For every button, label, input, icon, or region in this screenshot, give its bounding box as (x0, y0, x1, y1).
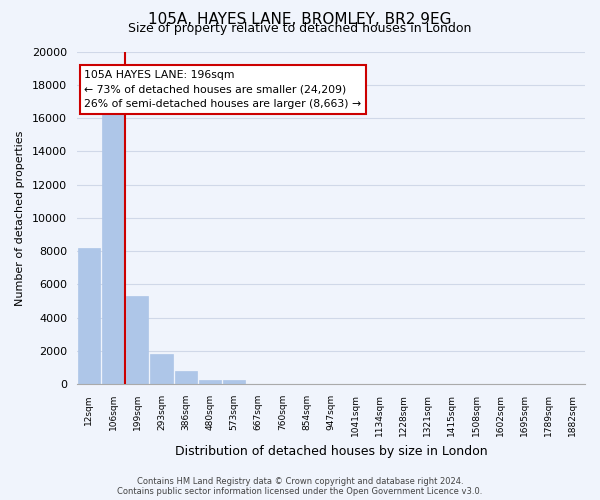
Text: 105A, HAYES LANE, BROMLEY, BR2 9EG: 105A, HAYES LANE, BROMLEY, BR2 9EG (148, 12, 452, 26)
Bar (151, 354, 173, 384)
Text: 105A HAYES LANE: 196sqm
← 73% of detached houses are smaller (24,209)
26% of sem: 105A HAYES LANE: 196sqm ← 73% of detache… (85, 70, 362, 110)
Bar (102, 108, 124, 384)
Y-axis label: Number of detached properties: Number of detached properties (15, 130, 25, 306)
Bar (175, 371, 197, 384)
Text: Contains HM Land Registry data © Crown copyright and database right 2024.
Contai: Contains HM Land Registry data © Crown c… (118, 476, 482, 496)
Bar (78, 248, 100, 384)
Bar (223, 380, 245, 384)
Bar (126, 296, 148, 384)
Bar (199, 380, 221, 384)
X-axis label: Distribution of detached houses by size in London: Distribution of detached houses by size … (175, 444, 487, 458)
Text: Size of property relative to detached houses in London: Size of property relative to detached ho… (128, 22, 472, 35)
